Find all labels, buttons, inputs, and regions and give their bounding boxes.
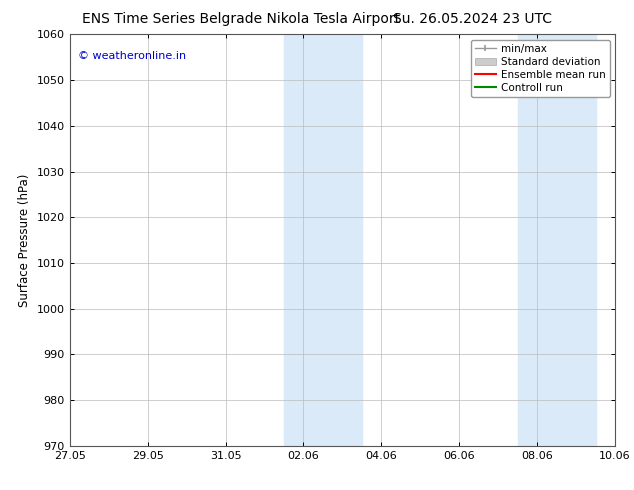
- Text: ENS Time Series Belgrade Nikola Tesla Airport: ENS Time Series Belgrade Nikola Tesla Ai…: [82, 12, 401, 26]
- Legend: min/max, Standard deviation, Ensemble mean run, Controll run: min/max, Standard deviation, Ensemble me…: [470, 40, 610, 97]
- Bar: [517, 34, 595, 446]
- Y-axis label: Surface Pressure (hPa): Surface Pressure (hPa): [18, 173, 31, 307]
- Text: © weatheronline.in: © weatheronline.in: [78, 51, 186, 61]
- Text: Su. 26.05.2024 23 UTC: Su. 26.05.2024 23 UTC: [392, 12, 552, 26]
- Bar: [284, 34, 362, 446]
